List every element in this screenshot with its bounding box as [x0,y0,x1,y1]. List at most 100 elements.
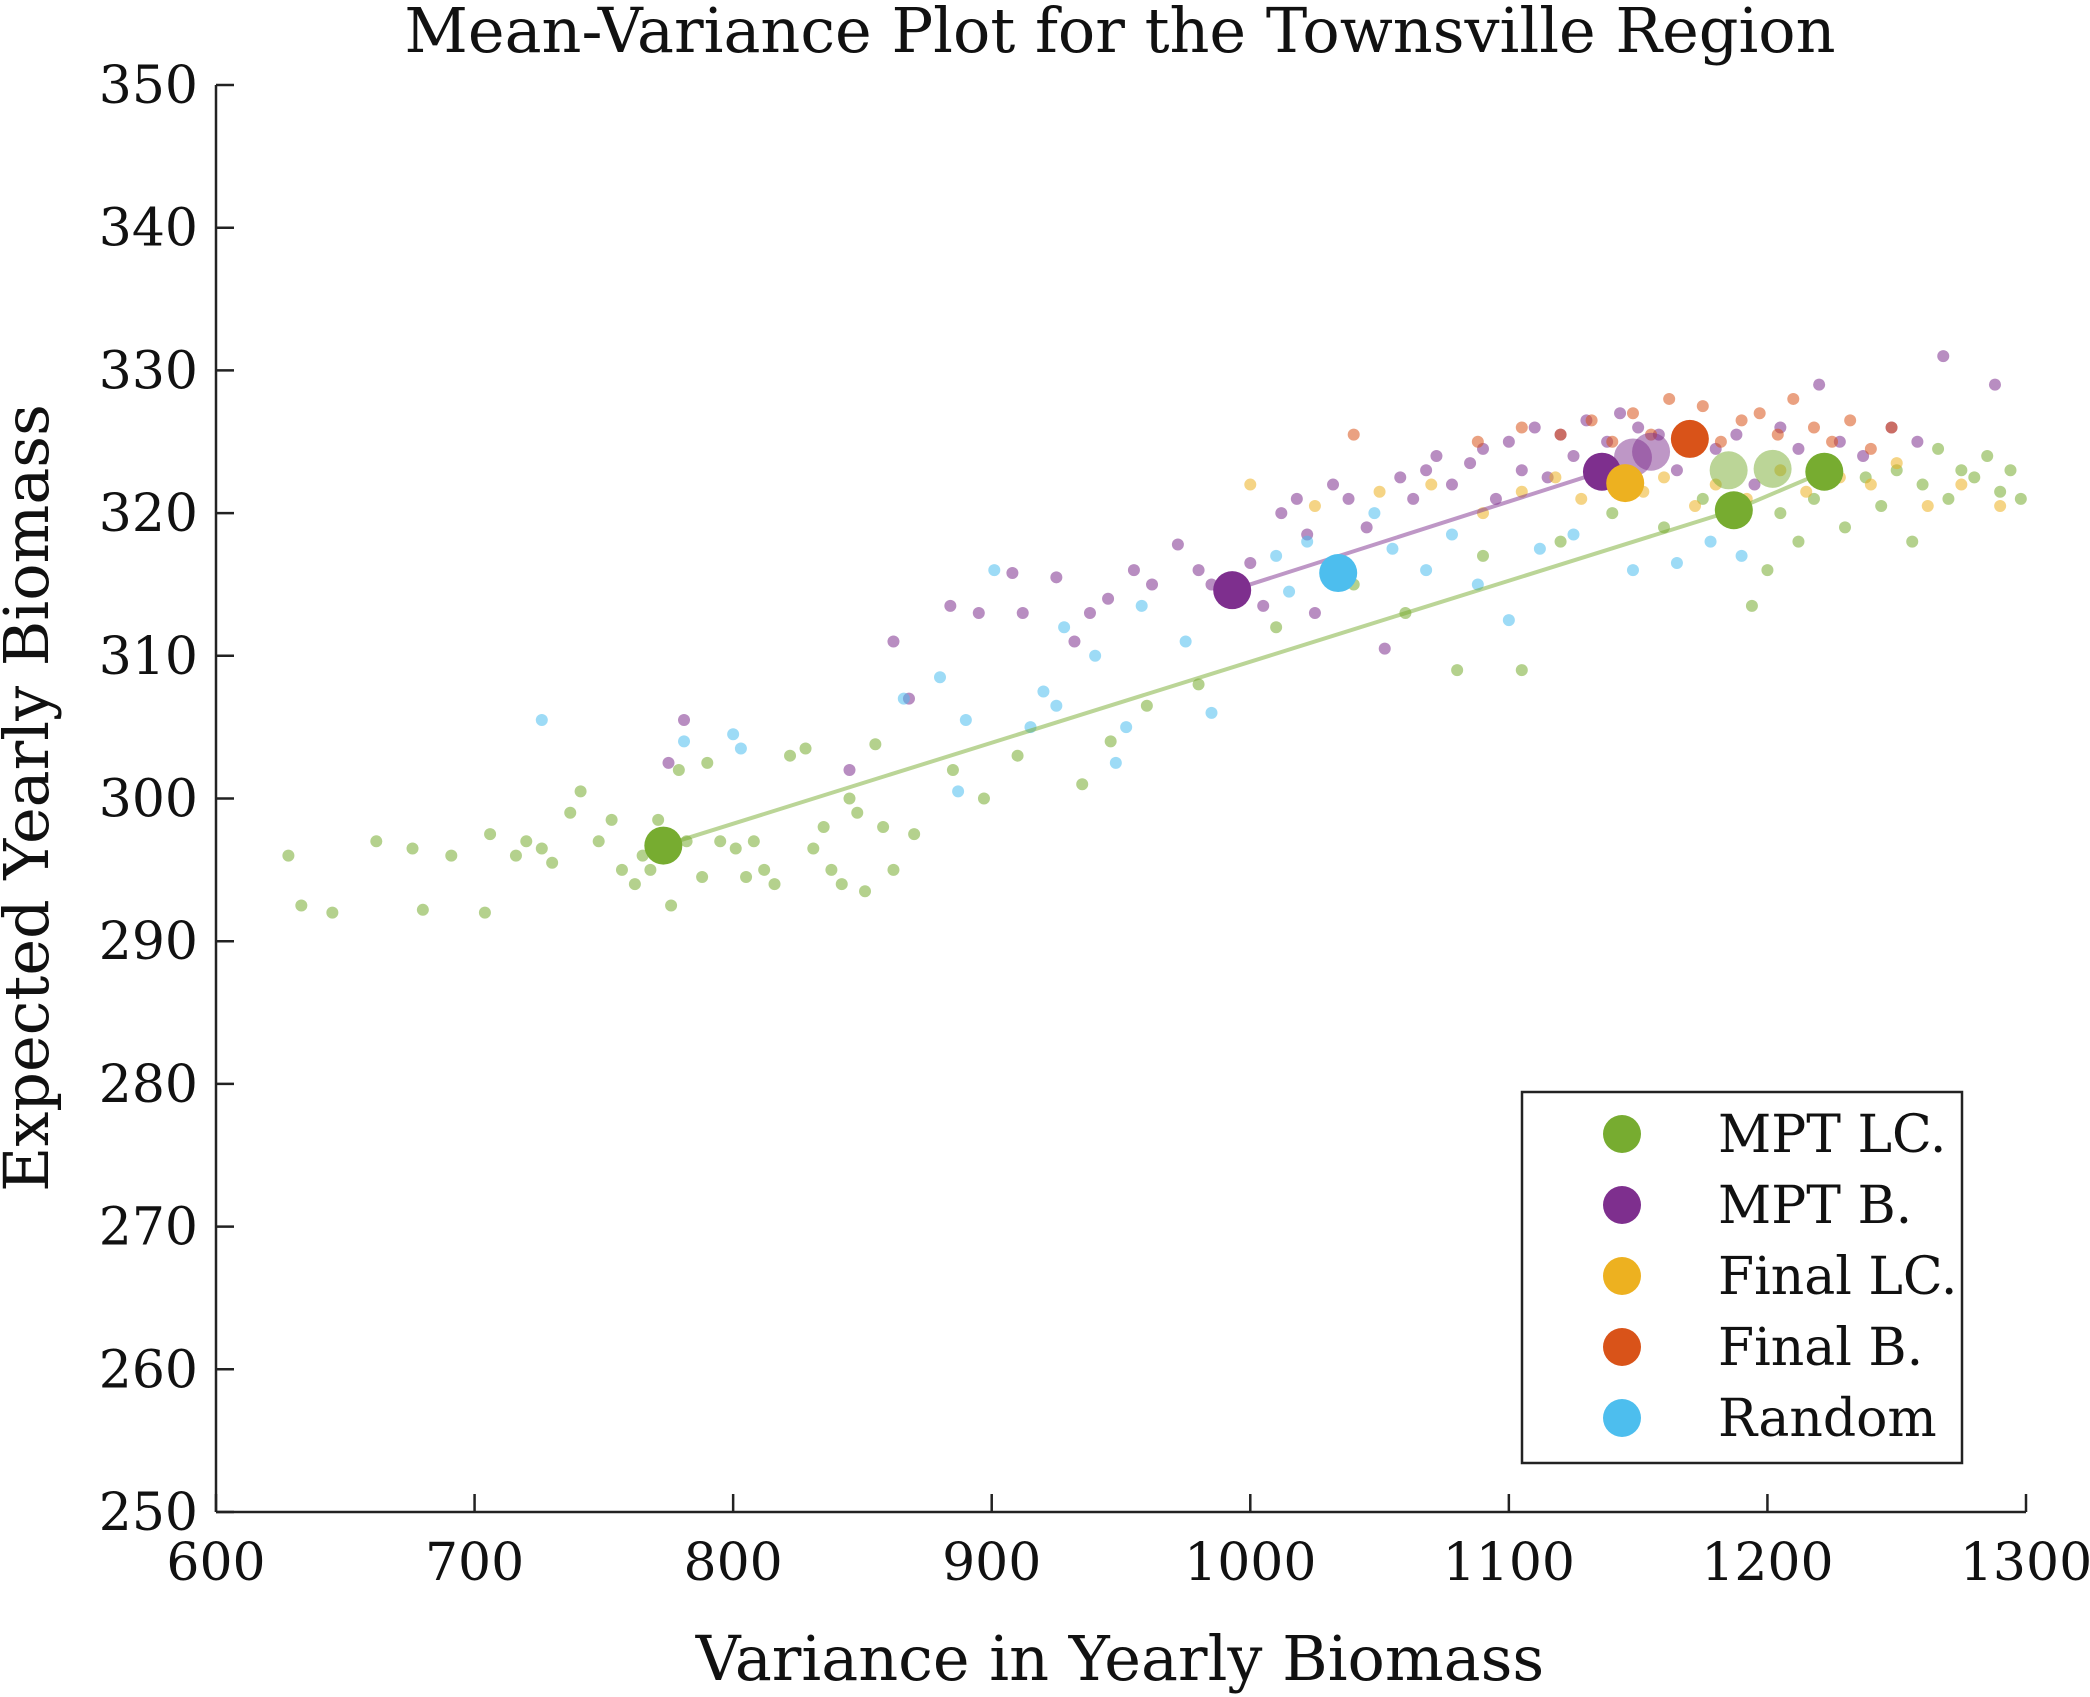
legend-marker-final-lc [1603,1257,1641,1295]
mpt-lc-cloud-point [564,806,577,819]
mpt-b-cloud-point [1290,492,1303,505]
mpt-lc-cloud-point [1761,564,1774,577]
mpt-b-cloud-point [1171,538,1184,551]
mpt-lc-cloud-point [977,792,990,805]
mpt-lc-cloud-point [1807,492,1820,505]
mpt-lc-cloud-point [535,842,548,855]
legend-marker-mpt-b [1603,1186,1641,1224]
final-b-cloud-point [1515,421,1528,434]
random-cloud-point [952,785,965,798]
mpt-lc-cloud-point [484,828,497,841]
random-cloud-point [727,728,740,741]
mpt-b-cloud-point [1445,478,1458,491]
mpt-lc-cloud-point [509,849,522,862]
random-cloud-point [1179,635,1192,648]
legend-label-final-lc: Final LC. [1718,1247,1957,1307]
random-cloud-point [1283,585,1296,598]
legend-label-final-b: Final B. [1718,1318,1923,1378]
x-tick-label: 1200 [1701,1533,1833,1593]
chart-title: Mean-Variance Plot for the Townsville Re… [404,0,1835,67]
random-cloud-point [1058,621,1071,634]
mpt-b-cloud-point [1502,435,1515,448]
mpt-lc-cloud-point [1696,492,1709,505]
mpt-lc-cloud-point [1774,507,1787,520]
legend: MPT LC. MPT B. Final LC. Final B. Random [1520,1090,1964,1465]
random-cloud-point [1626,564,1639,577]
mpt-lc-cloud-point [1839,521,1851,534]
mpt-lc-cloud-point [729,842,742,855]
frontier-lines [662,469,1826,848]
mpt-lc-cloud-point [1104,735,1117,748]
mpt-lc-cloud-point [1906,535,1919,548]
y-tick-label: 270 [99,1198,198,1258]
mpt-lc-cloud-point [2014,492,2027,505]
y-tick-label: 330 [99,341,198,401]
random-cloud-point [1301,535,1314,548]
mpt-lc-cloud-point [768,878,781,891]
mpt-b-cloud-point [1257,599,1270,612]
y-tick-label: 260 [99,1340,198,1400]
mpt-b-cloud-point [1275,507,1288,520]
y-tick-label: 290 [99,912,198,972]
final-lc-cloud-point [1425,478,1438,491]
mpt-lc-cloud-point [520,835,533,848]
mpt-lc-cloud-point [946,763,959,776]
final-b-cloud-point [1807,421,1820,434]
mpt-lc-cloud-point [1140,699,1153,712]
final-b-highlight-point [1670,419,1709,458]
final-lc-cloud-point [1864,478,1877,491]
mpt-b-cloud-point [972,606,985,619]
mpt-lc-cloud-point [740,870,753,883]
mpt-lc-cloud-point [2004,464,2017,477]
mpt-lc-cloud-point [1792,535,1805,548]
y-tick-label: 310 [99,627,198,687]
final-b-cloud-point [1347,428,1360,441]
final-b-cloud-point [1696,400,1709,413]
x-tick-label: 1000 [1184,1533,1316,1593]
final-b-cloud-point [1864,442,1877,455]
mpt-b-cloud-point [1430,450,1443,463]
mpt-b-cloud-point [1308,606,1321,619]
final-lc-cloud-point [1800,485,1813,498]
legend-label-mpt-b: MPT B. [1718,1176,1912,1236]
mpt-b-cloud-point [1420,464,1433,477]
mpt-lc-cloud-point [1554,535,1567,548]
mpt-lc-cloud-point [1942,492,1955,505]
x-tick-label: 800 [684,1533,783,1593]
y-tick-label: 320 [99,484,198,544]
random-cloud-point [1089,649,1102,662]
mpt-b-cloud-point [1730,428,1743,441]
random-cloud-point [1135,599,1148,612]
mpt-b-highlight-point [1632,432,1671,471]
mpt-lc-cloud-point [1916,478,1929,491]
random-cloud-point [1050,699,1063,712]
mpt-lc-cloud-point [1192,678,1205,691]
mpt-b-cloud-point [1244,557,1257,570]
x-tick-label: 1300 [1960,1533,2090,1593]
mpt-lc-cloud-point [282,849,295,862]
mpt-lc-cloud-point [1270,621,1283,634]
mpt-b-cloud-point [1464,457,1477,470]
random-cloud-point [1386,542,1399,555]
mpt-lc-cloud-point [1745,599,1758,612]
mpt-lc-cloud-point [1968,471,1981,484]
final-b-cloud-point [1606,435,1619,448]
mpt-lc-cloud-point [714,835,727,848]
mpt-b-cloud-point [1146,578,1159,591]
mpt-b-cloud-point [1394,471,1407,484]
final-lc-cloud-point [1890,457,1903,470]
random-cloud-point [1670,557,1683,570]
legend-marker-random [1603,1399,1641,1437]
final-lc-cloud-point [1921,499,1934,512]
mpt-lc-cloud-point [1076,778,1089,791]
mpt-b-cloud-point [1857,450,1870,463]
mpt-lc-cloud-point [825,863,838,876]
random-cloud-point [959,714,972,727]
random-cloud-point [1420,564,1433,577]
final-b-cloud-point [1471,435,1484,448]
mpt-lc-cloud-point [592,835,605,848]
mpt-lc-cloud-point [652,813,665,826]
final-lc-cloud-point [1373,485,1386,498]
mpt-b-frontier-line [1231,469,1603,593]
mpt-lc-cloud-point [1994,485,2007,498]
